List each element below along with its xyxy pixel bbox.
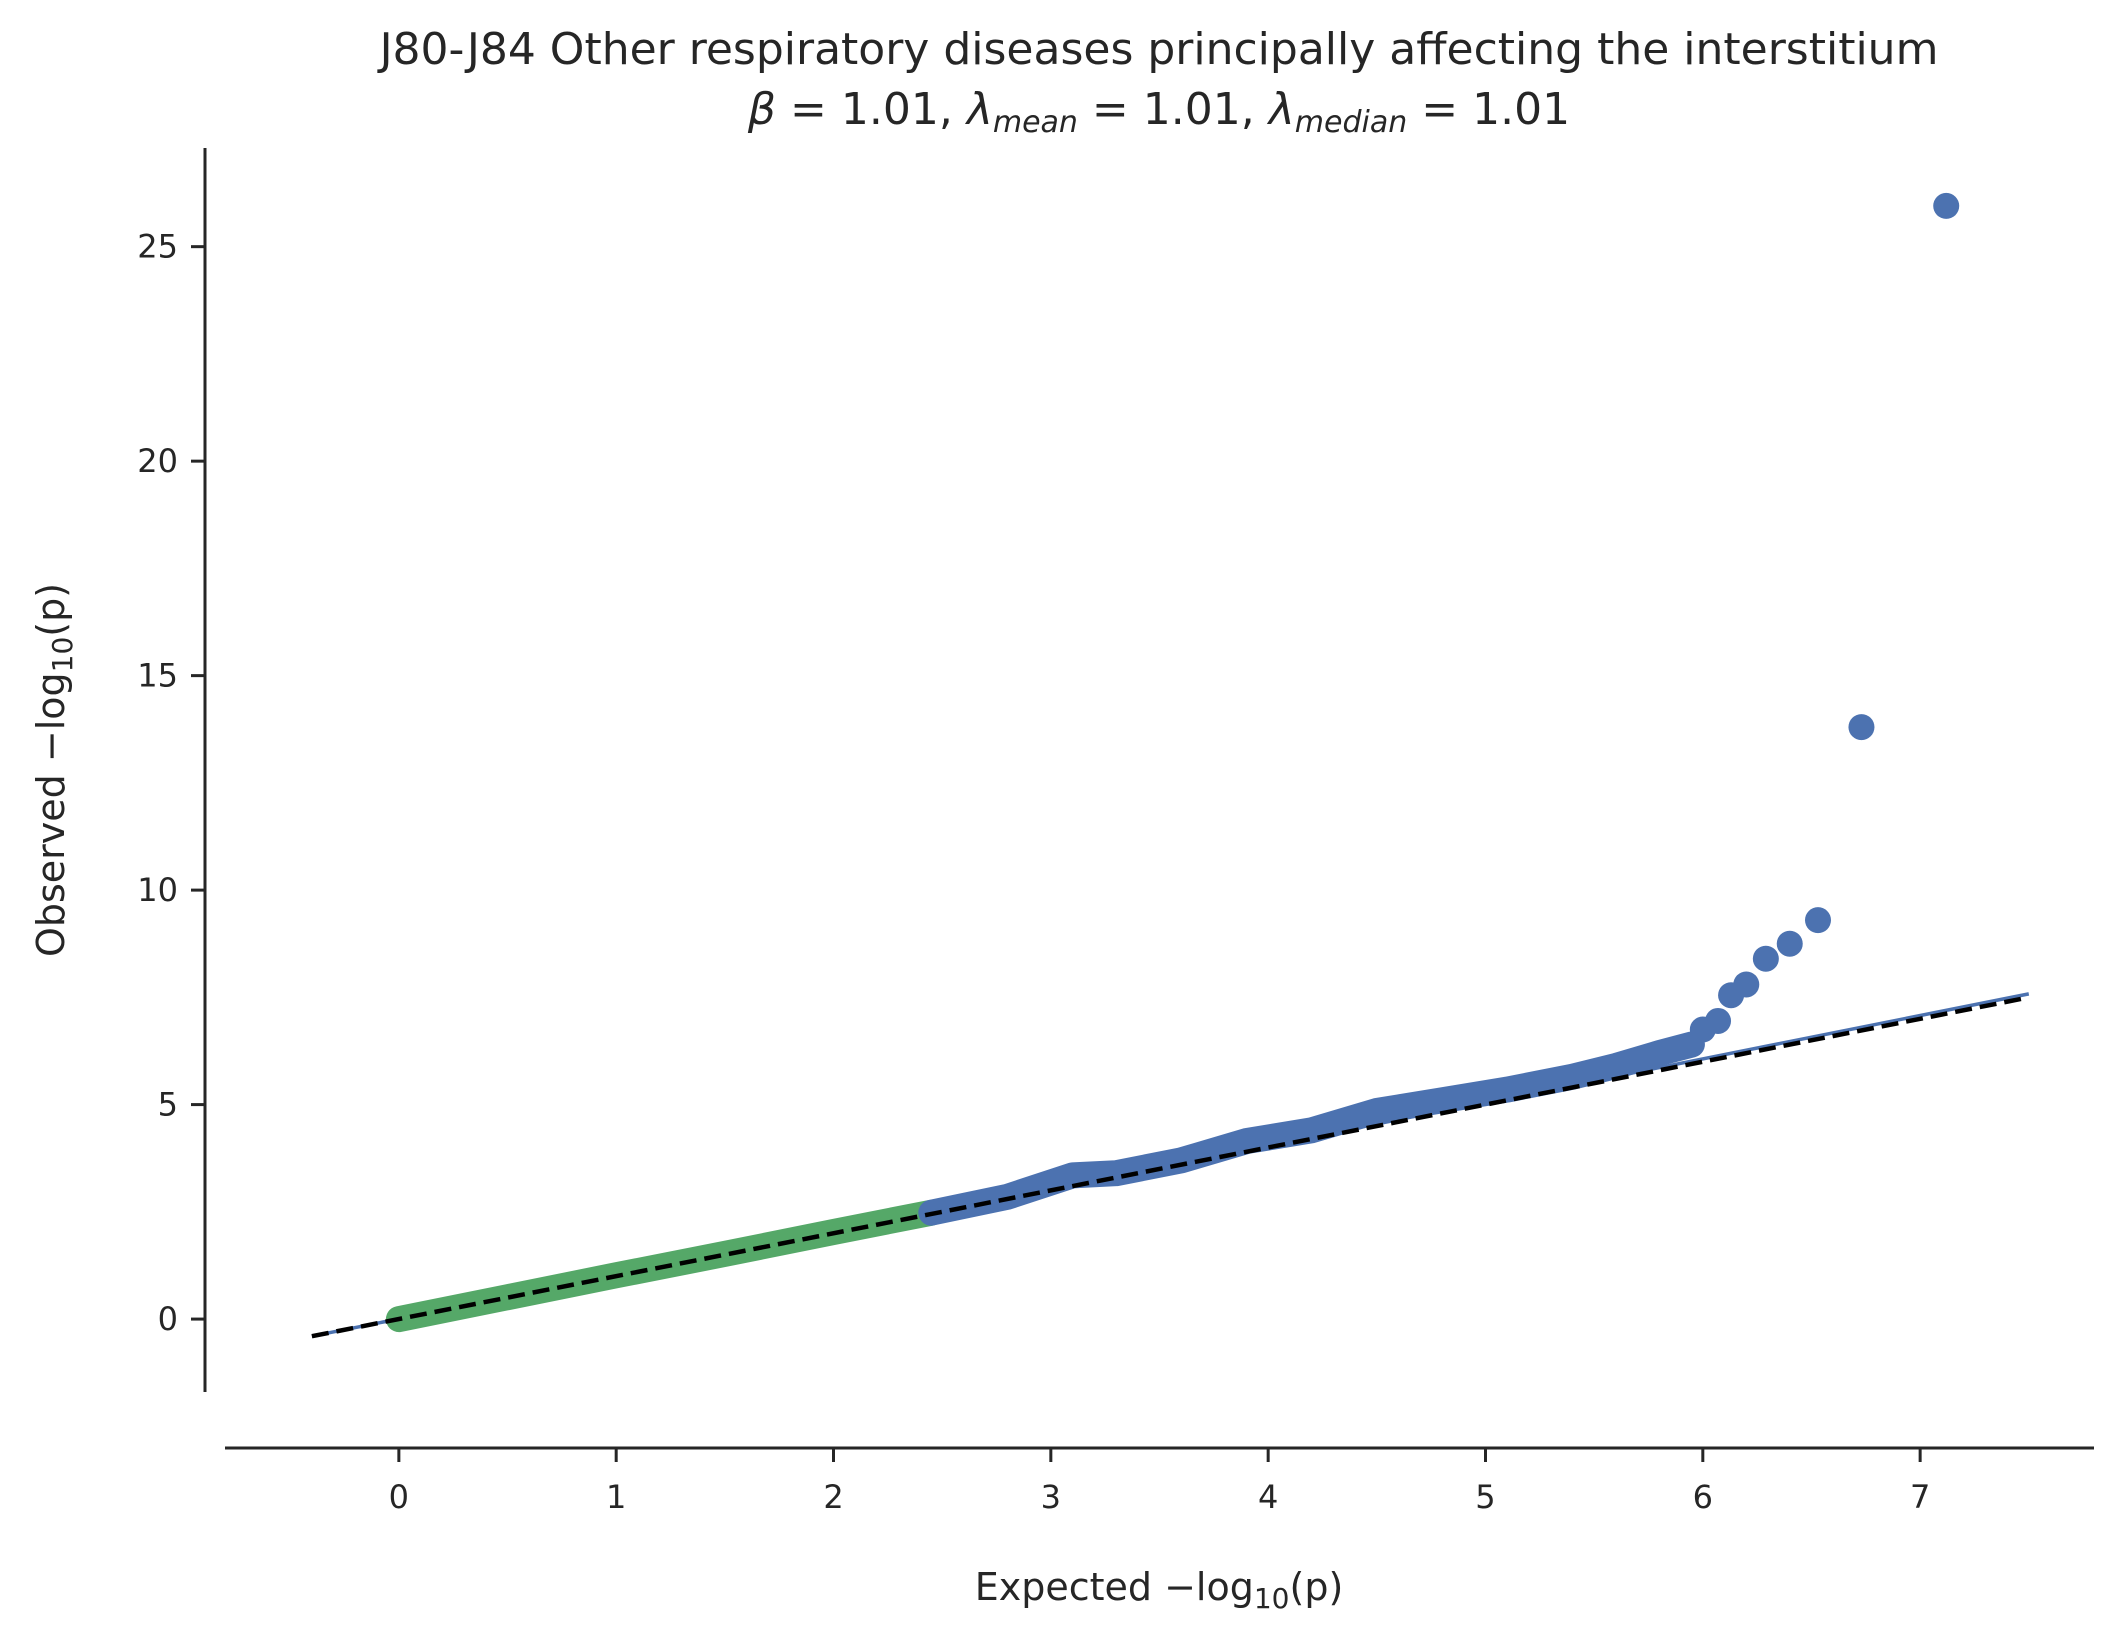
y-axis-ticks: 0 5 10 15 20 25: [137, 228, 205, 1338]
qq-point: [1933, 192, 1960, 219]
y-tick-label: 10: [137, 871, 178, 909]
y-tick-label: 15: [137, 657, 178, 695]
qq-point: [1752, 945, 1779, 972]
chart-subtitle: β = 1.01, λmean = 1.01, λmedian = 1.01: [747, 84, 1570, 140]
reference-line: [311, 995, 2030, 1339]
x-tick-label: 3: [1041, 1478, 1061, 1516]
x-tick-label: 4: [1258, 1478, 1278, 1516]
x-tick-label: 5: [1475, 1478, 1495, 1516]
y-tick-label: 0: [158, 1300, 178, 1338]
x-tick-label: 0: [389, 1478, 409, 1516]
y-tick-label: 20: [137, 442, 178, 480]
y-tick-label: 25: [137, 228, 178, 266]
qq-point: [1776, 930, 1803, 957]
qq-point: [1848, 714, 1875, 741]
y-axis-title: Observed −log10(p): [29, 583, 79, 957]
chart-title: J80-J84 Other respiratory diseases princ…: [377, 24, 1939, 75]
x-tick-label: 7: [1910, 1478, 1930, 1516]
x-tick-label: 6: [1693, 1478, 1713, 1516]
x-axis-title: Expected −log10(p): [975, 1565, 1344, 1615]
qq-point: [1733, 971, 1760, 998]
qq-band-series-1: [918, 1031, 1705, 1226]
qq-point: [1705, 1007, 1732, 1034]
x-tick-label: 1: [606, 1478, 626, 1516]
qq-point: [1804, 907, 1831, 934]
y-tick-label: 5: [158, 1086, 178, 1124]
x-tick-label: 2: [823, 1478, 843, 1516]
plot-area: [311, 192, 2030, 1339]
x-axis-ticks: 0 1 2 3 4 5 6 7: [389, 1448, 1930, 1516]
